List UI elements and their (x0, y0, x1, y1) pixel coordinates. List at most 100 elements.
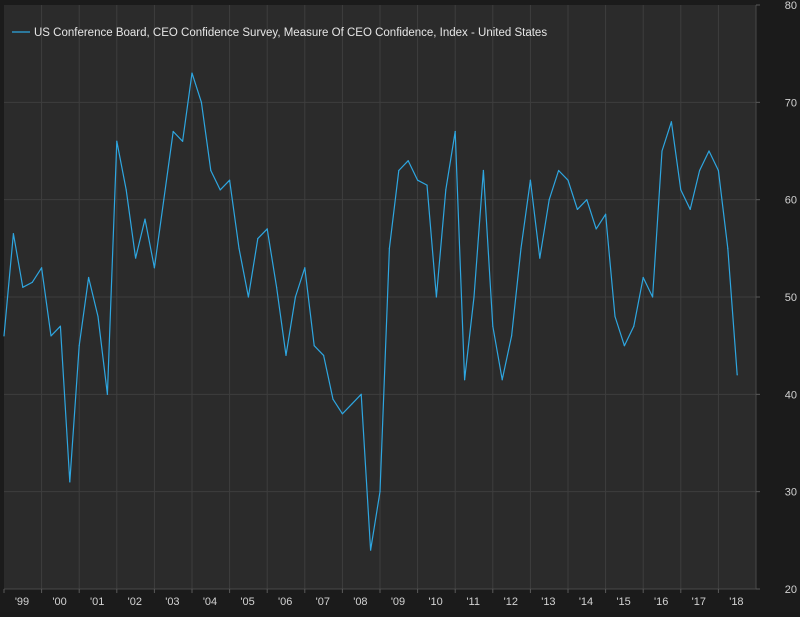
data-point (558, 169, 560, 172)
data-point (623, 345, 626, 347)
data-point (736, 374, 738, 376)
data-point (360, 393, 362, 395)
data-point (332, 398, 334, 400)
data-point (464, 379, 466, 381)
x-tick-label: '08 (353, 596, 367, 608)
data-point (539, 257, 541, 259)
x-tick-label: '01 (90, 596, 104, 608)
data-point (247, 296, 249, 298)
data-point (266, 228, 268, 230)
data-point (379, 491, 381, 493)
data-point (567, 179, 569, 181)
x-tick-label: '12 (504, 596, 518, 608)
data-point (116, 140, 118, 142)
data-point (125, 189, 127, 191)
data-point (670, 121, 673, 123)
data-point (191, 72, 193, 74)
x-tick-label: '10 (428, 596, 442, 608)
x-tick-label: '99 (15, 596, 29, 608)
data-point (595, 228, 597, 230)
data-point (708, 150, 710, 152)
data-point (78, 345, 80, 347)
x-tick-label: '06 (278, 596, 292, 608)
y-tick-label: 50 (785, 292, 797, 304)
data-point (88, 276, 90, 279)
data-point (426, 184, 428, 186)
x-tick-label: '14 (579, 596, 593, 608)
y-axis: 20 30 40 50 60 70 80 (756, 0, 797, 596)
x-tick-label: '11 (466, 596, 480, 608)
data-point (492, 325, 494, 327)
data-point (210, 169, 212, 172)
data-point (661, 150, 663, 152)
data-point (445, 189, 447, 191)
data-point (144, 218, 146, 220)
data-point (257, 238, 259, 240)
data-point (652, 296, 654, 298)
grid-lines (4, 5, 757, 590)
x-tick-label: '17 (692, 596, 706, 608)
series-layer (3, 72, 738, 551)
x-tick-label: '03 (165, 596, 179, 608)
data-point (276, 286, 278, 288)
data-point (633, 325, 635, 327)
data-point (727, 247, 729, 249)
data-point (586, 199, 588, 201)
data-point (614, 315, 616, 318)
data-point (529, 179, 532, 181)
data-point (388, 247, 390, 249)
data-point (12, 233, 14, 235)
data-point (520, 247, 522, 249)
data-point (3, 335, 5, 337)
legend: US Conference Board, CEO Confidence Surv… (12, 27, 547, 39)
data-point (135, 257, 137, 259)
x-tick-label: '15 (616, 596, 630, 608)
data-point (473, 296, 475, 298)
data-point (435, 296, 437, 298)
x-tick-label: '18 (729, 596, 743, 608)
legend-label: US Conference Board, CEO Confidence Surv… (34, 27, 547, 39)
data-point (106, 393, 108, 395)
data-point (511, 335, 513, 337)
x-tick-label: '09 (391, 596, 405, 608)
x-tick-label: '02 (128, 596, 142, 608)
data-point (482, 169, 484, 172)
data-point (699, 169, 701, 172)
data-point (31, 281, 33, 283)
data-point (454, 130, 456, 133)
data-point (689, 208, 691, 210)
y-tick-label: 40 (785, 389, 797, 401)
data-point (548, 199, 550, 201)
data-point (69, 481, 71, 483)
data-point (351, 403, 353, 405)
data-point (341, 413, 343, 415)
data-point (407, 160, 409, 162)
y-tick-label: 20 (785, 584, 797, 596)
data-point (370, 549, 372, 551)
y-tick-label: 30 (785, 487, 797, 499)
data-point (219, 189, 221, 191)
x-tick-label: '00 (52, 596, 66, 608)
y-tick-label: 80 (785, 0, 797, 12)
data-point (285, 354, 287, 356)
data-point (22, 286, 24, 288)
y-tick-label: 60 (785, 195, 797, 207)
data-point (59, 325, 62, 327)
data-point (182, 140, 184, 142)
data-point (172, 130, 174, 133)
data-point (238, 247, 240, 249)
data-point (153, 267, 155, 269)
x-tick-label: '13 (541, 596, 555, 608)
data-point (680, 189, 682, 191)
data-point (97, 315, 99, 318)
data-point (294, 296, 296, 298)
data-point (642, 276, 644, 279)
data-point (304, 267, 306, 269)
data-point (605, 213, 607, 215)
x-tick-label: '04 (203, 596, 217, 608)
x-tick-label: '07 (316, 596, 330, 608)
data-point (229, 179, 231, 181)
data-point (313, 345, 315, 347)
